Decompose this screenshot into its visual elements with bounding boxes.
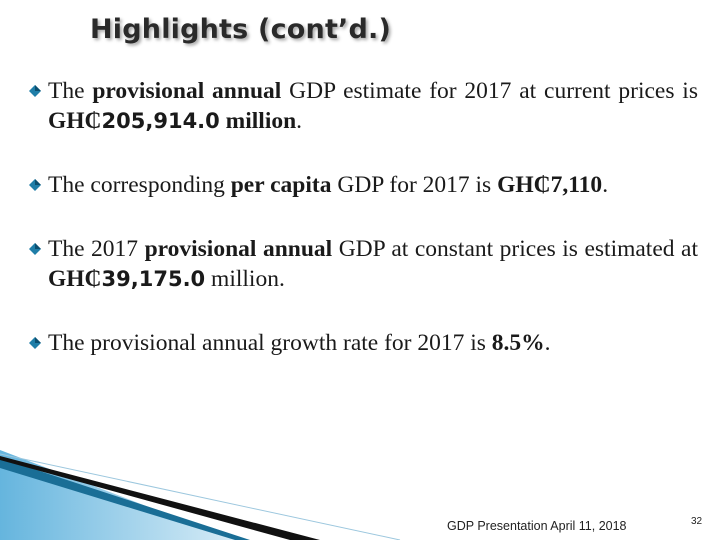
bullet-number: 205,914.0 [101,109,220,133]
bullet-emphasis: provisional annual [92,78,282,104]
bullet-text: GDP for 2017 is [331,172,498,198]
slide-footer: GDP Presentation April 11, 2018 [447,519,627,533]
bullet-emphasis: GH₵ [48,108,102,134]
bullet-emphasis: provisional annual [144,236,333,262]
bullet-text: . [296,108,303,134]
bullet-text: million. [205,266,285,292]
bullet-emphasis: GH₵7,110 [497,172,603,198]
bullet-list: The provisional annual GDP estimate for … [28,76,698,358]
diamond-bullet-icon [29,179,41,191]
bullet-emphasis: per capita [230,172,332,198]
bullet-item: The corresponding per capita GDP for 201… [28,170,698,200]
bullet-text: GDP estimate for 2017 at current prices … [281,78,698,104]
diamond-bullet-icon [29,337,41,349]
bullet-item: The provisional annual GDP estimate for … [28,76,698,136]
bullet-text: The [48,78,93,104]
bullet-number: 39,175.0 [101,267,206,291]
bullet-text: . [602,172,609,198]
bullet-emphasis: million [219,108,297,134]
bullet-item: The provisional annual growth rate for 2… [28,328,698,358]
bullet-emphasis: 8.5% [491,330,545,356]
slide-title: Highlights (cont’d.) [90,14,392,45]
diamond-bullet-icon [29,243,41,255]
bullet-text: The provisional annual growth rate for 2… [48,330,492,356]
diamond-bullet-icon [29,85,41,97]
bullet-item: The 2017 provisional annual GDP at const… [28,234,698,294]
decorative-wave [0,450,401,540]
bullet-text: The 2017 [48,236,145,262]
page-number: 32 [691,516,703,527]
bullet-emphasis: GH₵ [48,266,102,292]
bullet-text: GDP at constant prices is estimated at [332,236,698,262]
bullet-text: . [544,330,551,356]
bullet-text: The corresponding [48,172,231,198]
